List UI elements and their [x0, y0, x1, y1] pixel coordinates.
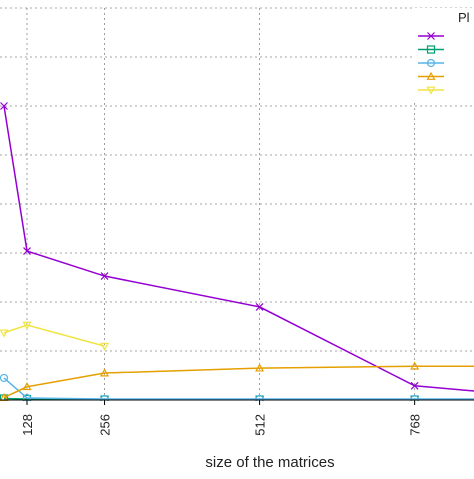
- marker: [100, 394, 109, 401]
- marker: [255, 394, 264, 401]
- legend-title: Pl: [458, 10, 470, 25]
- x-axis-label: size of the matrices: [205, 454, 334, 471]
- marker: [426, 45, 436, 54]
- marker: [255, 302, 264, 311]
- series-line: [3, 105, 474, 392]
- x-tick-label: 128: [20, 414, 35, 436]
- marker: [255, 363, 265, 372]
- series-line: [3, 377, 474, 400]
- x-tick-label: 256: [98, 414, 113, 436]
- marker: [22, 393, 32, 401]
- grid: [0, 7, 474, 401]
- x-tick-label: 768: [408, 414, 423, 436]
- marker: [0, 102, 8, 110]
- x-tick-label: 512: [253, 414, 268, 436]
- marker: [100, 342, 110, 351]
- legend: Pl: [414, 8, 474, 100]
- marker: [100, 368, 110, 377]
- marker: [100, 272, 109, 280]
- marker: [410, 394, 419, 401]
- marker: [427, 32, 435, 40]
- marker: [410, 361, 420, 370]
- marker: [426, 71, 436, 80]
- series-line: [3, 365, 474, 399]
- series-line: [3, 324, 105, 347]
- marker: [23, 247, 31, 255]
- marker: [426, 86, 436, 95]
- marker: [0, 329, 9, 338]
- marker: [22, 321, 32, 330]
- legend-box: [414, 8, 474, 100]
- marker: [22, 382, 32, 391]
- marker: [0, 373, 9, 383]
- plot-area: [0, 102, 474, 401]
- marker: [410, 381, 419, 390]
- marker: [426, 58, 436, 68]
